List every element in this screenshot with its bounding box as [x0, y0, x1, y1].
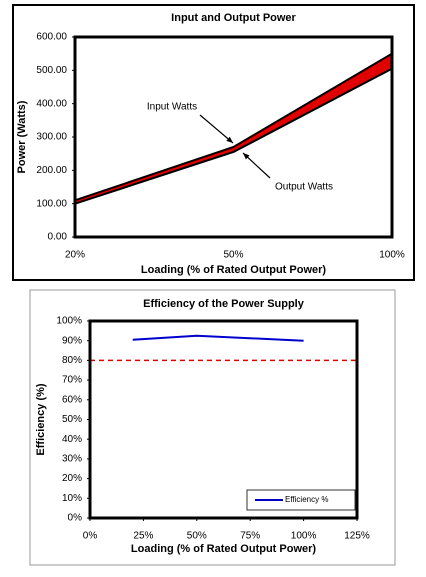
legend-box — [246, 489, 356, 511]
y-tick-label: 60% — [62, 394, 82, 405]
arrow-head — [243, 153, 250, 160]
legend-label: Efficiency % — [285, 495, 328, 504]
plot-frame — [73, 35, 394, 239]
arrow-head — [226, 136, 233, 143]
y-tick-label: 600.00 — [36, 32, 67, 43]
y-tick-label: 100% — [56, 316, 82, 327]
x-tick-label: 20% — [65, 250, 85, 261]
x-axis-title: Loading (% of Rated Output Power) — [131, 543, 316, 555]
chart-frame — [12, 4, 415, 281]
y-tick-label: 10% — [62, 493, 82, 504]
chart-frame — [29, 289, 396, 566]
x-tick-label: 0% — [83, 531, 98, 542]
x-tick-label: 75% — [240, 531, 260, 542]
annotation: Output Watts — [275, 182, 333, 193]
x-tick-label: 25% — [133, 531, 153, 542]
annotation: Input Watts — [147, 102, 197, 113]
series-line — [132, 334, 304, 342]
y-tick-label: 0% — [68, 513, 83, 524]
y-tick-label: 300.00 — [36, 132, 67, 143]
y-tick-label: 100.00 — [36, 198, 67, 209]
y-tick-label: 70% — [62, 375, 82, 386]
series-line — [74, 52, 393, 202]
chart-title: Efficiency of the Power Supply — [143, 298, 305, 310]
x-tick-label: 50% — [223, 250, 243, 261]
y-tick-label: 30% — [62, 454, 82, 465]
y-tick-label: 200.00 — [36, 165, 67, 176]
y-tick-label: 90% — [62, 335, 82, 346]
y-axis-title: Power (Watts) — [16, 100, 28, 173]
x-tick-label: 50% — [187, 531, 207, 542]
x-tick-label: 125% — [344, 531, 370, 542]
x-axis-title: Loading (% of Rated Output Power) — [141, 264, 326, 276]
chart-title: Input and Output Power — [171, 12, 296, 24]
series-line — [74, 67, 393, 205]
y-axis-title: Efficiency (%) — [35, 383, 47, 455]
annotation-arrow — [199, 114, 234, 144]
y-tick-label: 500.00 — [36, 65, 67, 76]
x-tick-label: 100% — [379, 250, 405, 261]
y-tick-label: 80% — [62, 355, 82, 366]
y-tick-label: 20% — [62, 473, 82, 484]
y-tick-label: 40% — [62, 434, 82, 445]
plot-frame — [88, 319, 359, 520]
y-tick-label: 0.00 — [48, 232, 68, 243]
y-tick-label: 400.00 — [36, 98, 67, 109]
x-tick-label: 100% — [291, 531, 317, 542]
y-tick-label: 50% — [62, 414, 82, 425]
